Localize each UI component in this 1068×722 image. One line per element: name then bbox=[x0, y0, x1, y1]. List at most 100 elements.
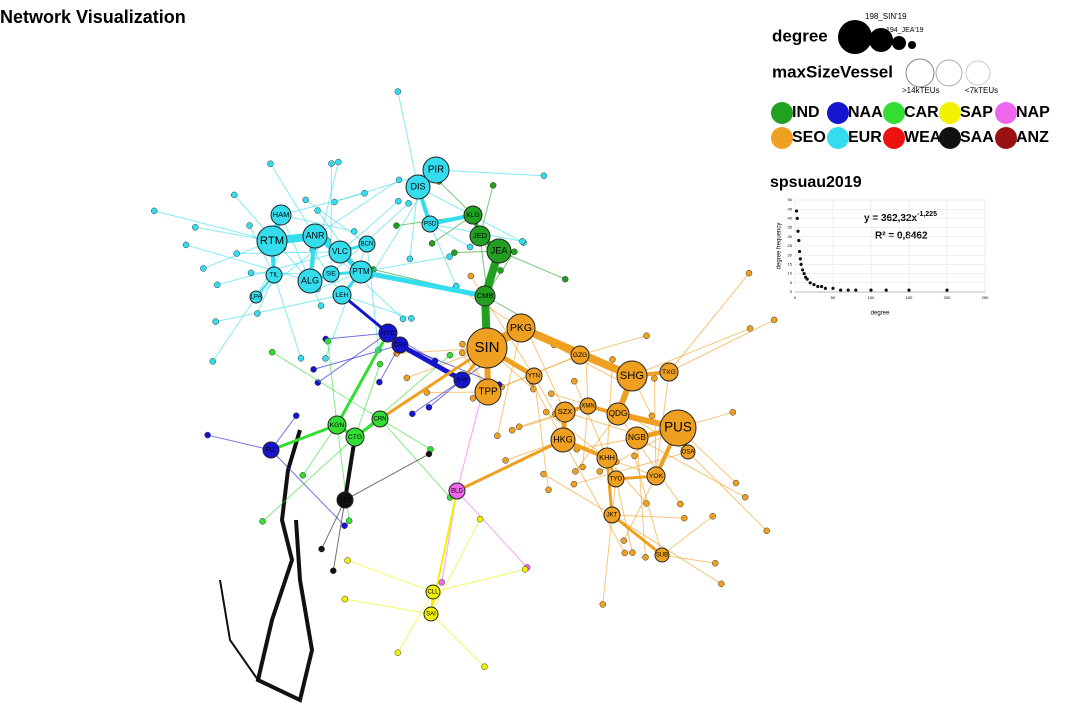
branch bbox=[321, 499, 346, 550]
leaf-node bbox=[519, 238, 526, 245]
leaf-node bbox=[204, 431, 211, 439]
leaf-node bbox=[376, 378, 383, 386]
port-node bbox=[506, 313, 536, 343]
region-swatch bbox=[883, 102, 905, 124]
leaf-node bbox=[151, 207, 158, 215]
port-node bbox=[646, 466, 666, 486]
y-tick-label: 25 bbox=[788, 243, 793, 248]
region-label: IND bbox=[792, 104, 820, 121]
region-label: NAA bbox=[848, 104, 883, 121]
branch bbox=[280, 214, 355, 232]
x-tick-label: 50 bbox=[831, 295, 836, 300]
port-label: TIL bbox=[270, 273, 279, 279]
leaf-node bbox=[361, 190, 368, 197]
port-node bbox=[327, 415, 347, 435]
leaf-node bbox=[192, 224, 199, 231]
leaf-node bbox=[508, 426, 516, 434]
branch bbox=[397, 91, 419, 188]
branch bbox=[602, 478, 617, 605]
port-label: NGB bbox=[628, 433, 646, 442]
port-label: HAM bbox=[273, 210, 290, 219]
route bbox=[269, 423, 339, 452]
leaf-node bbox=[489, 182, 497, 189]
leaf-node bbox=[376, 360, 384, 368]
region-label: CAR bbox=[904, 104, 939, 121]
branch bbox=[207, 434, 272, 451]
port-label: QDG bbox=[609, 409, 628, 418]
leaf-node bbox=[709, 513, 716, 520]
leaf-node bbox=[302, 196, 309, 204]
port-label: BCN bbox=[361, 242, 374, 248]
equation-text: y = 362,32x bbox=[864, 213, 918, 224]
vessel-class: <7kTEUs bbox=[965, 86, 998, 95]
port-node bbox=[596, 447, 618, 469]
leaf-node bbox=[341, 595, 349, 603]
leaf-node bbox=[345, 517, 353, 524]
x-tick-label: 100 bbox=[868, 295, 875, 300]
port-node bbox=[297, 268, 323, 294]
branch bbox=[215, 294, 343, 323]
leaf-node bbox=[458, 349, 466, 357]
branch bbox=[366, 243, 379, 351]
leaf-node bbox=[677, 500, 684, 508]
leaf-node bbox=[254, 310, 261, 317]
port-node bbox=[378, 323, 398, 343]
port-label: NYC bbox=[381, 330, 395, 337]
port-node bbox=[616, 360, 648, 392]
branch bbox=[430, 518, 481, 615]
port-node bbox=[606, 402, 630, 426]
leaf-node bbox=[395, 197, 402, 205]
branch bbox=[325, 332, 389, 340]
leaf-node bbox=[403, 374, 411, 382]
leaf-node bbox=[540, 172, 548, 179]
point bbox=[839, 288, 843, 292]
branch bbox=[354, 363, 381, 438]
vessel-class: >14kTEUs bbox=[902, 86, 940, 95]
leaf-node bbox=[467, 272, 475, 280]
leaf-node bbox=[259, 518, 266, 525]
port-label: TXG bbox=[662, 369, 676, 376]
leaf-node bbox=[745, 269, 753, 277]
leaf-node bbox=[571, 377, 578, 385]
leaf-node bbox=[741, 493, 749, 501]
leaf-node bbox=[642, 554, 649, 561]
y-tick-label: 50 bbox=[788, 197, 793, 202]
leaf-node bbox=[394, 88, 402, 95]
leaf-node bbox=[293, 412, 300, 419]
y-tick-label: 20 bbox=[788, 252, 793, 257]
leaf-node bbox=[609, 356, 616, 363]
port-label: ALG bbox=[301, 275, 319, 285]
point bbox=[831, 286, 835, 290]
branch bbox=[432, 568, 526, 593]
point bbox=[820, 284, 824, 289]
branch bbox=[212, 296, 257, 362]
port-node bbox=[349, 260, 373, 284]
port-node bbox=[659, 362, 679, 382]
port-label: GZG bbox=[573, 352, 588, 359]
port-label: LEH bbox=[335, 292, 348, 299]
leaf-node bbox=[330, 567, 337, 575]
branch bbox=[661, 515, 714, 556]
region-label: EUR bbox=[848, 129, 882, 146]
leaf-node bbox=[446, 253, 453, 260]
point bbox=[823, 286, 828, 290]
port-node bbox=[453, 371, 471, 389]
branch bbox=[496, 327, 522, 436]
port-label: SZX bbox=[558, 407, 573, 416]
port-label: KHH bbox=[599, 453, 615, 462]
branch bbox=[412, 379, 463, 415]
port-node bbox=[654, 547, 670, 563]
leaf-node bbox=[335, 158, 342, 166]
leaf-node bbox=[428, 240, 436, 247]
port-node bbox=[322, 265, 340, 283]
branch bbox=[347, 559, 434, 593]
branch bbox=[687, 451, 768, 532]
port-node bbox=[270, 204, 292, 226]
port-label: SAV bbox=[456, 378, 468, 384]
port-label: SIN bbox=[474, 339, 499, 356]
degree-sample bbox=[869, 28, 893, 52]
leaf-node bbox=[324, 337, 331, 345]
region-swatch bbox=[939, 127, 961, 149]
port-label: RTM bbox=[260, 235, 284, 247]
point bbox=[798, 257, 802, 261]
